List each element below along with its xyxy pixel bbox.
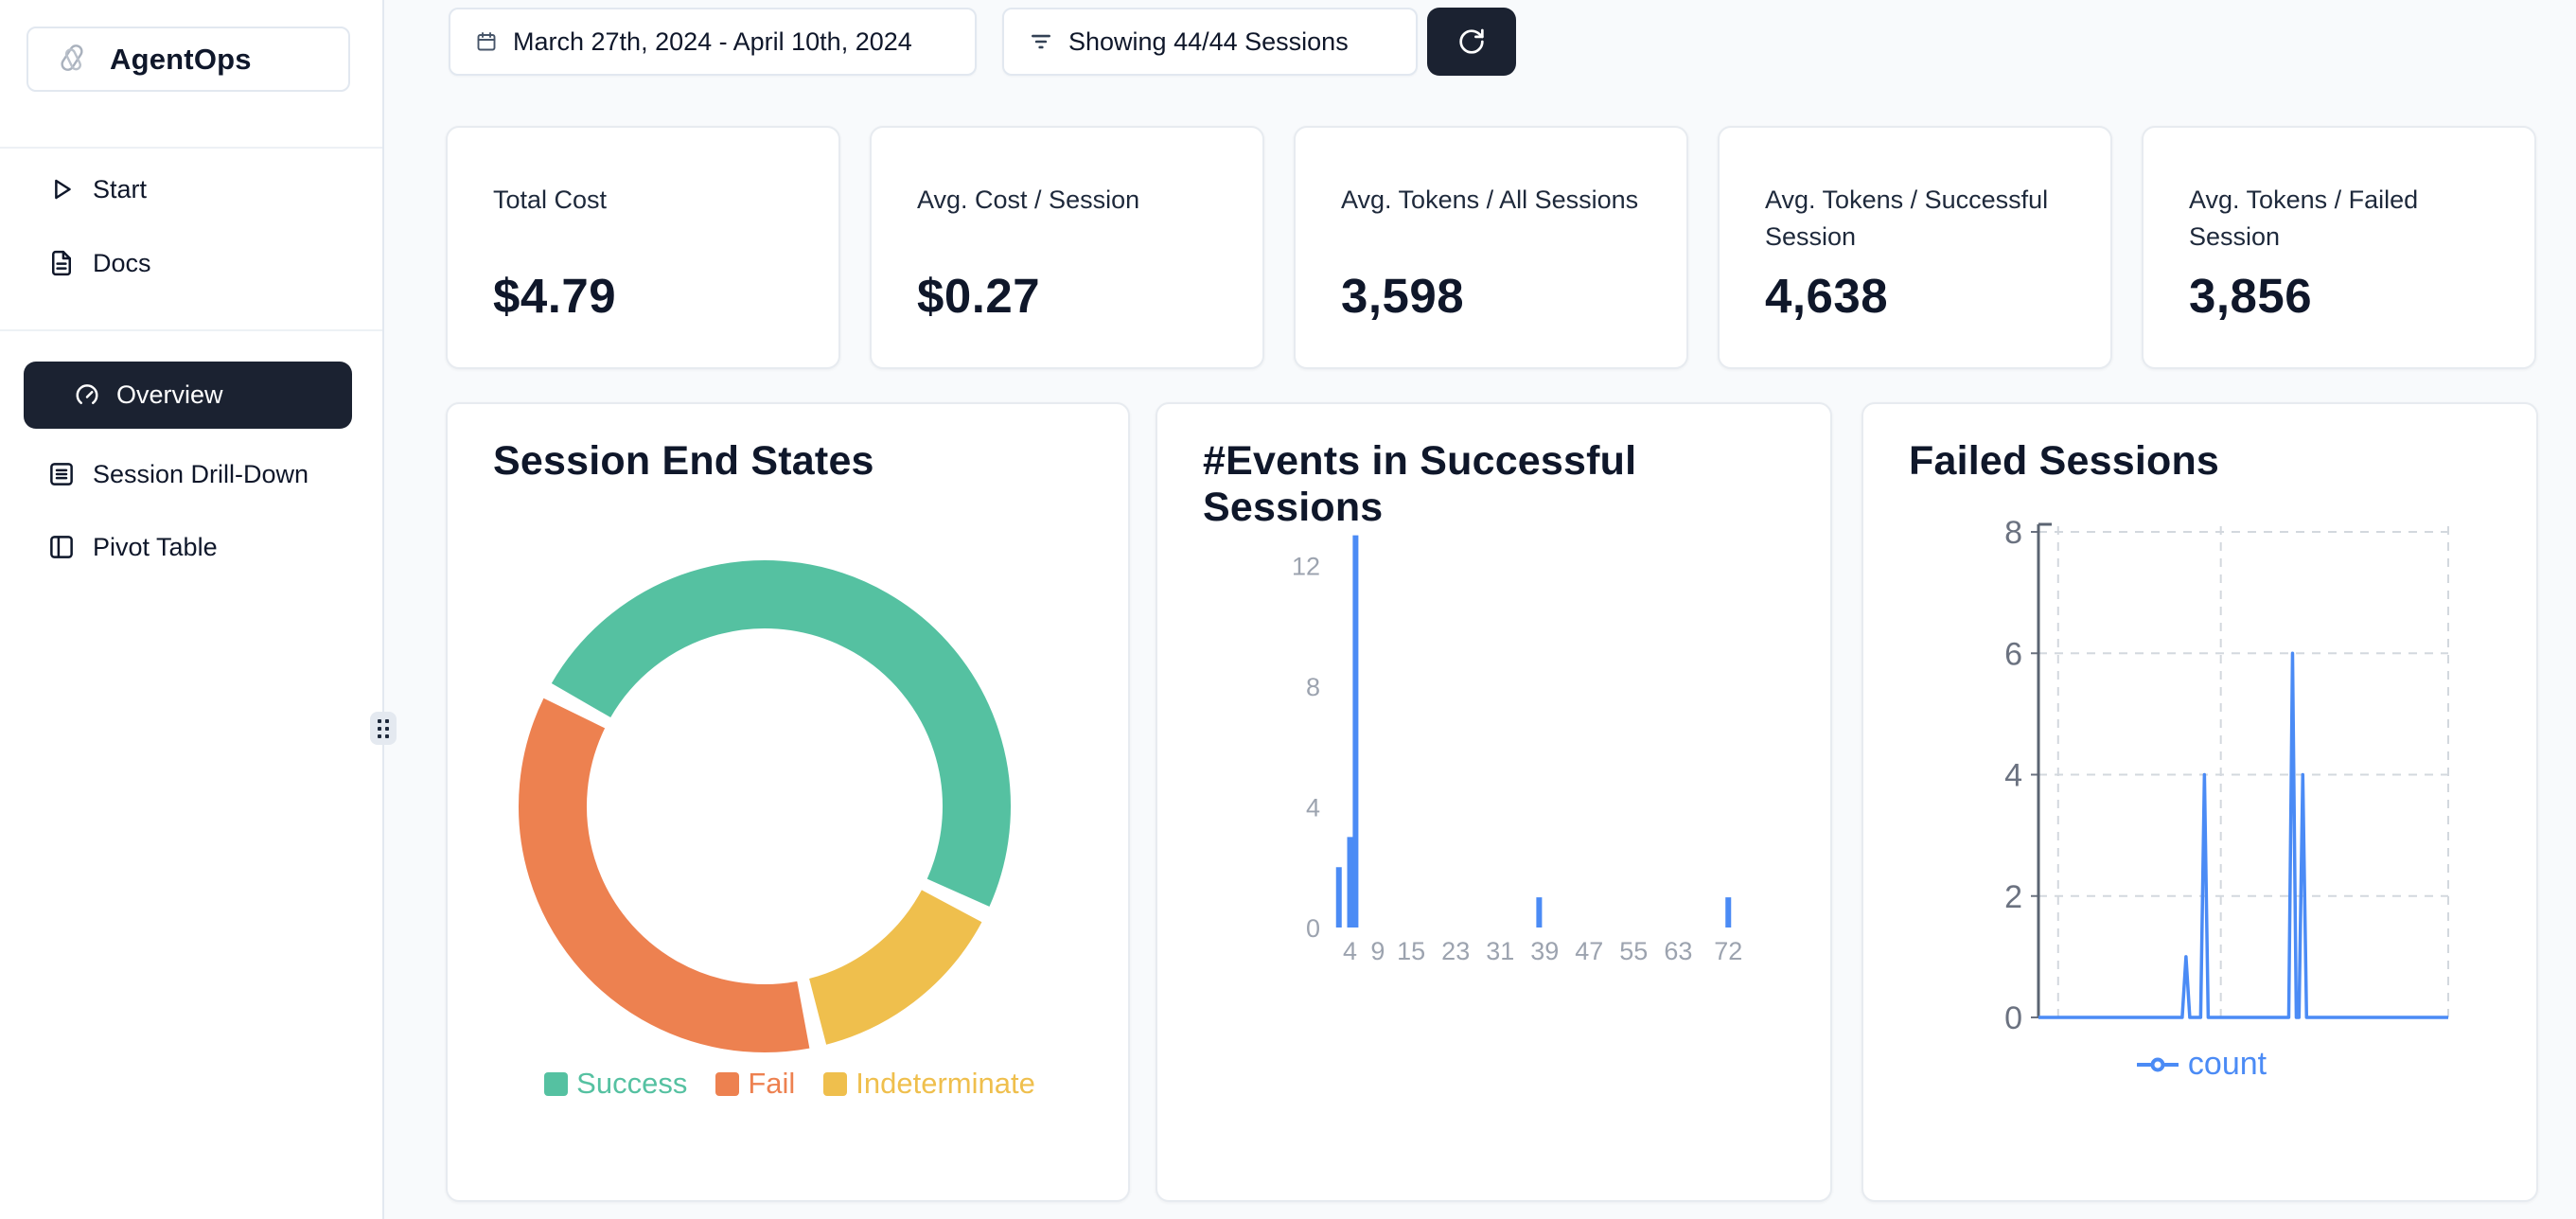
sidebar-item-label: Overview (116, 380, 223, 409)
sessions-filter-button[interactable]: Showing 44/44 Sessions (1002, 8, 1418, 76)
svg-text:72: 72 (1714, 937, 1742, 965)
stat-label: Avg. Tokens / Successful Session (1765, 186, 2049, 251)
play-icon (47, 175, 76, 203)
legend-item-fail[interactable]: Fail (715, 1067, 795, 1101)
date-range-button[interactable]: March 27th, 2024 - April 10th, 2024 (449, 8, 977, 76)
list-box-icon (47, 460, 76, 488)
stat-label: Total Cost (493, 186, 608, 214)
events-successful-sessions-card: #Events in Successful Sessions 161284049… (1156, 402, 1832, 1202)
svg-text:23: 23 (1441, 937, 1470, 965)
calendar-icon (475, 30, 498, 53)
refresh-icon (1456, 26, 1488, 58)
panel-left-icon (47, 533, 76, 561)
success-swatch (544, 1071, 569, 1096)
sidebar-item-label: Session Drill-Down (93, 459, 309, 488)
svg-text:8: 8 (1306, 673, 1320, 701)
sidebar: AgentOps Start Docs Overview (0, 0, 384, 1219)
sidebar-resize-handle[interactable] (370, 712, 397, 745)
count-legend[interactable]: count (1863, 1046, 2540, 1083)
failed-sessions-card: Failed Sessions 0 2 4 6 8 count (1861, 402, 2538, 1202)
session-end-states-donut[interactable] (448, 404, 1132, 1204)
stat-value: 4,638 (1765, 269, 1889, 323)
svg-text:15: 15 (1397, 937, 1425, 965)
svg-text:55: 55 (1619, 937, 1648, 965)
legend-label: Success (576, 1067, 688, 1100)
stat-label: Avg. Tokens / All Sessions (1341, 186, 1639, 214)
sidebar-item-docs[interactable]: Docs (0, 237, 384, 290)
sessions-filter-label: Showing 44/44 Sessions (1068, 26, 1349, 56)
svg-text:4: 4 (2004, 758, 2022, 794)
sidebar-item-session-drill-down[interactable]: Session Drill-Down (0, 448, 384, 501)
stat-label: Avg. Cost / Session (917, 186, 1140, 214)
filter-icon (1029, 29, 1053, 54)
stat-label: Avg. Tokens / Failed Session (2189, 186, 2419, 251)
sidebar-divider (0, 147, 382, 149)
stat-value: 3,598 (1341, 269, 1465, 323)
stat-card-avg-cost-session: Avg. Cost / Session $0.27 (870, 126, 1264, 369)
svg-text:0: 0 (1306, 914, 1320, 943)
app-title: AgentOps (110, 42, 252, 76)
sidebar-divider (0, 329, 382, 331)
legend-label: Fail (748, 1067, 796, 1100)
failed-sessions-line-chart[interactable]: 0 2 4 6 8 (1863, 513, 2540, 1138)
chart-title: Session End States (493, 438, 874, 484)
legend-item-indeterminate[interactable]: Indeterminate (823, 1067, 1035, 1101)
legend-item-success[interactable]: Success (544, 1067, 687, 1101)
fail-swatch (715, 1071, 740, 1096)
app-logo[interactable]: AgentOps (26, 26, 350, 92)
sidebar-item-start[interactable]: Start (0, 163, 384, 216)
stat-value: 3,856 (2189, 269, 2313, 323)
chart-title: #Events in Successful Sessions (1203, 438, 1637, 530)
gauge-icon (73, 381, 101, 410)
sidebar-item-overview[interactable]: Overview (24, 362, 352, 429)
svg-text:6: 6 (2004, 636, 2022, 672)
svg-text:8: 8 (2004, 515, 2022, 551)
sidebar-item-label: Start (93, 174, 148, 203)
svg-text:4: 4 (1306, 794, 1320, 822)
count-legend-marker-icon (2136, 1057, 2179, 1071)
svg-text:9: 9 (1370, 937, 1385, 965)
svg-text:0: 0 (2004, 1000, 2022, 1036)
svg-text:63: 63 (1664, 937, 1692, 965)
svg-text:39: 39 (1530, 937, 1559, 965)
sidebar-item-label: Pivot Table (93, 532, 218, 561)
session-end-states-card: Session End States Success Fail Indeterm… (446, 402, 1130, 1202)
stat-value: $4.79 (493, 269, 617, 323)
document-icon (47, 249, 76, 277)
svg-text:2: 2 (2004, 879, 2022, 915)
chart-title: Failed Sessions (1909, 438, 2220, 484)
indeterminate-swatch (823, 1071, 848, 1096)
donut-legend: Success Fail Indeterminate (448, 1067, 1132, 1101)
svg-text:4: 4 (1343, 937, 1357, 965)
stat-card-avg-tokens-all: Avg. Tokens / All Sessions 3,598 (1294, 126, 1688, 369)
events-bar-chart[interactable]: 1612840491523313947556372 (1157, 527, 1834, 1190)
count-legend-label: count (2187, 1046, 2267, 1082)
stat-value: $0.27 (917, 269, 1041, 323)
sidebar-item-pivot-table[interactable]: Pivot Table (0, 521, 384, 574)
stat-card-avg-tokens-failed: Avg. Tokens / Failed Session 3,856 (2142, 126, 2536, 369)
legend-label: Indeterminate (856, 1067, 1035, 1100)
paperclip-logo-icon (53, 41, 91, 79)
svg-text:31: 31 (1486, 937, 1514, 965)
svg-text:12: 12 (1292, 553, 1320, 581)
refresh-button[interactable] (1427, 8, 1516, 76)
svg-text:47: 47 (1575, 937, 1603, 965)
stat-card-total-cost: Total Cost $4.79 (446, 126, 840, 369)
stat-card-avg-tokens-successful: Avg. Tokens / Successful Session 4,638 (1718, 126, 2112, 369)
date-range-label: March 27th, 2024 - April 10th, 2024 (513, 26, 912, 56)
sidebar-item-label: Docs (93, 248, 151, 277)
